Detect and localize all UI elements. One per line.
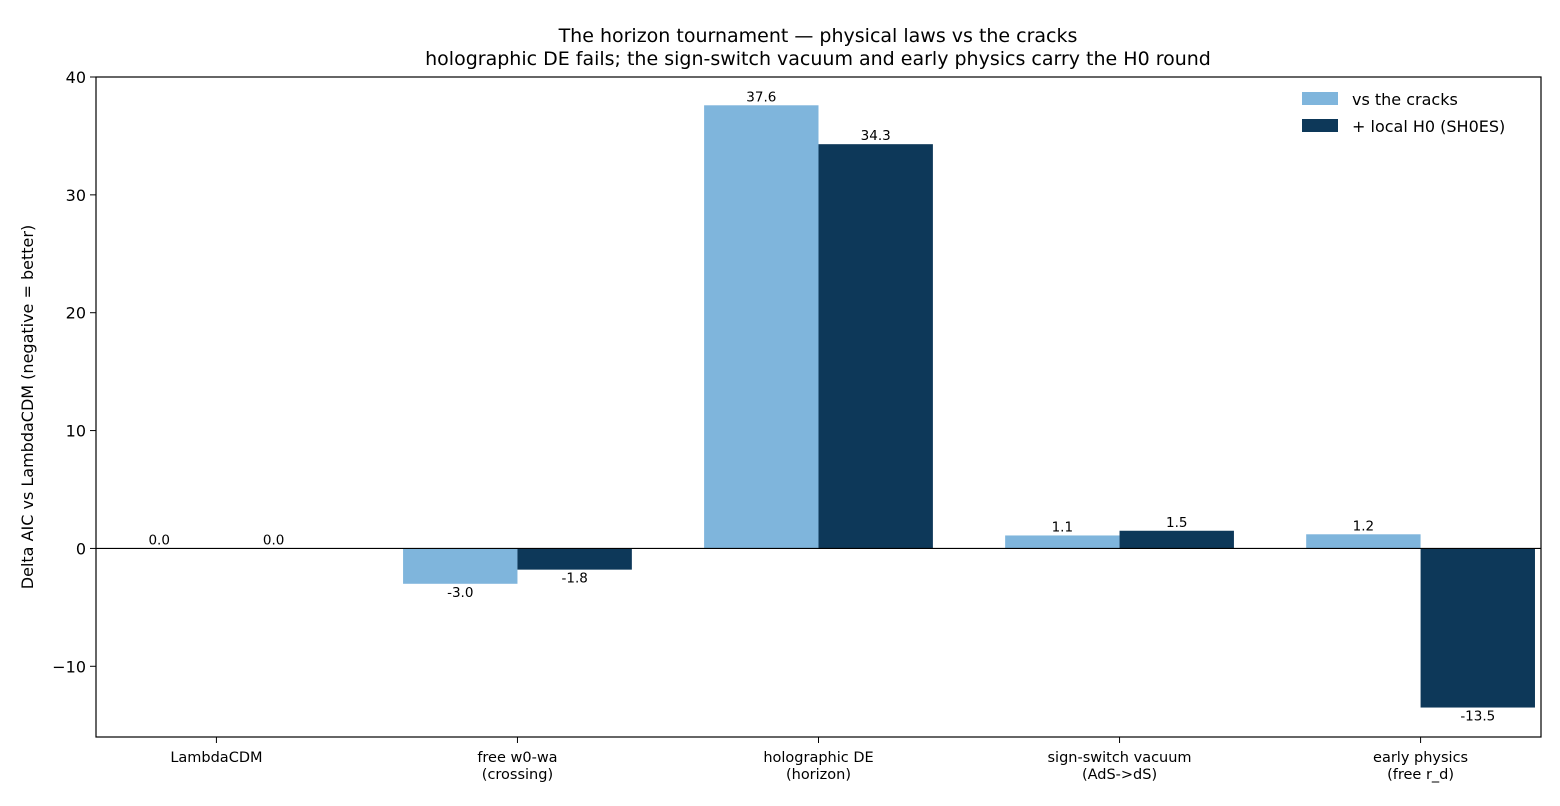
y-tick-label: 10 [66, 422, 86, 441]
data-label-series2-cat2: -1.8 [561, 571, 587, 587]
data-label-series2-cat1: 0.0 [263, 532, 284, 548]
chart-subtitle: holographic DE fails; the sign-switch va… [425, 48, 1211, 70]
x-tick-label-line: (AdS->dS) [1082, 767, 1157, 783]
bar-series1-cat3 [704, 105, 819, 549]
bar-series1-cat2 [403, 548, 518, 584]
x-tick-label: LambdaCDM [170, 750, 262, 766]
x-tick-label: early physics (free r_d) [1373, 750, 1468, 783]
data-label-series1-cat4: 1.1 [1052, 519, 1073, 535]
data-label-series1-cat2: -3.0 [447, 585, 473, 601]
x-tick-label-line: (free r_d) [1387, 767, 1454, 783]
legend-label-series1: vs the cracks [1352, 90, 1458, 109]
x-tick-label-line: sign-switch vacuum [1048, 750, 1192, 766]
data-label-series1-cat3: 37.6 [746, 89, 776, 105]
bars-layer [102, 105, 1535, 708]
chart-title: The horizon tournament — physical laws v… [558, 25, 1078, 47]
x-tick-label: sign-switch vacuum (AdS->dS) [1048, 750, 1192, 783]
y-tick-label: 0 [76, 539, 86, 558]
x-tick-label: free w0-wa (crossing) [477, 750, 557, 783]
x-tick-label-line: free w0-wa [477, 750, 557, 766]
data-label-series2-cat4: 1.5 [1166, 515, 1187, 531]
bar-series2-cat4 [1119, 530, 1234, 549]
y-axis: −10 0 10 20 30 40 [52, 68, 96, 676]
bar-series2-cat2 [517, 548, 632, 570]
bar-series2-cat5 [1420, 548, 1535, 708]
x-tick-label-line: holographic DE [763, 750, 873, 766]
x-axis: LambdaCDM free w0-wa (crossing) holographic… [170, 737, 1468, 783]
legend-swatch-series1 [1302, 92, 1338, 105]
x-tick-label-line: (crossing) [482, 767, 553, 783]
y-axis-label: Delta AIC vs LambdaCDM (negative = bette… [18, 225, 37, 589]
data-label-series1-cat5: 1.2 [1353, 518, 1374, 534]
data-label-series2-cat5: -13.5 [1460, 709, 1495, 725]
legend: vs the cracks + local H0 (SH0ES) [1302, 90, 1505, 136]
x-tick-label-line: early physics [1373, 750, 1468, 766]
y-tick-label: 20 [66, 304, 86, 323]
y-tick-label: −10 [52, 657, 86, 676]
x-tick-label-line: LambdaCDM [170, 750, 262, 766]
bar-series2-cat3 [818, 144, 933, 549]
bar-series1-cat5 [1306, 534, 1421, 549]
data-label-series1-cat1: 0.0 [148, 532, 169, 548]
legend-swatch-series2 [1302, 119, 1338, 132]
value-labels-layer: 0.0 -3.0 37.6 1.1 1.2 0.0 -1.8 34.3 1.5 -13.5 [148, 89, 1495, 724]
legend-label-series2: + local H0 (SH0ES) [1352, 117, 1505, 136]
bar-series1-cat4 [1005, 535, 1120, 549]
x-tick-label-line: (horizon) [786, 767, 851, 783]
y-tick-label: 40 [66, 68, 86, 87]
y-tick-label: 30 [66, 186, 86, 205]
x-tick-label: holographic DE (horizon) [763, 750, 873, 783]
data-label-series2-cat3: 34.3 [861, 128, 891, 144]
